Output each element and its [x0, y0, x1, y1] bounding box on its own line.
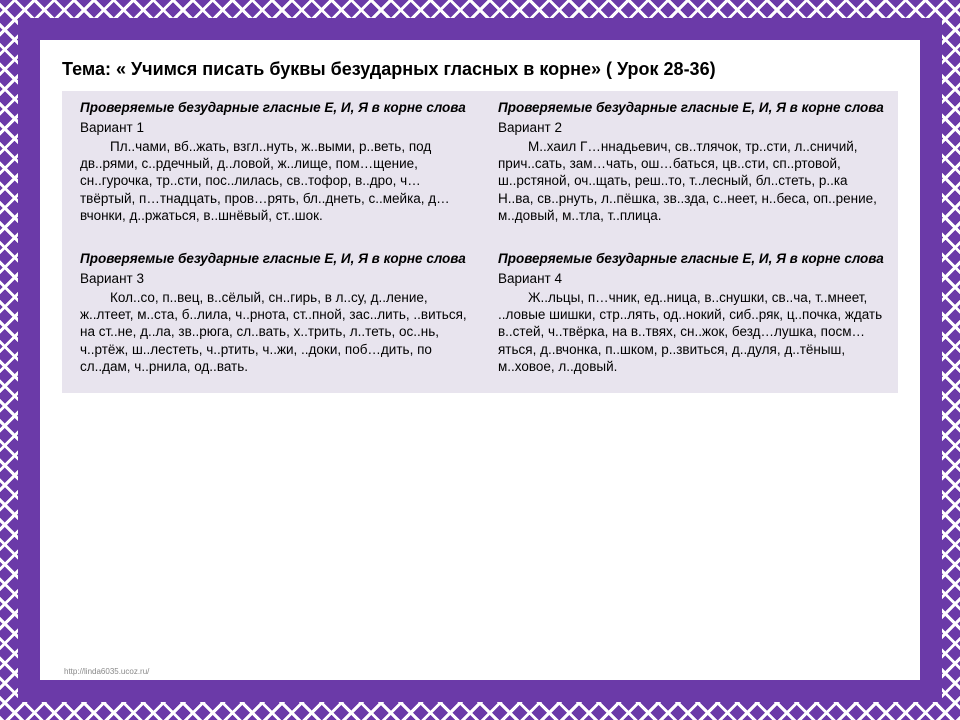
- variant-label: Вариант 2: [498, 119, 886, 136]
- variant-label: Вариант 1: [80, 119, 468, 136]
- cell-header: Проверяемые безударные гласные Е, И, Я в…: [498, 250, 886, 267]
- cell-body: Кол..со, п..вец, в..сёлый, сн..гирь, в л…: [80, 289, 468, 375]
- cell-body: М..хаил Г…ннадьевич, св..тлячок, тр..сти…: [498, 138, 886, 224]
- cell-variant-2: Проверяемые безударные гласные Е, И, Я в…: [480, 91, 898, 242]
- cell-variant-3: Проверяемые безударные гласные Е, И, Я в…: [62, 242, 480, 393]
- variant-label: Вариант 3: [80, 270, 468, 287]
- cell-variant-1: Проверяемые безударные гласные Е, И, Я в…: [62, 91, 480, 242]
- variant-label: Вариант 4: [498, 270, 886, 287]
- footer-url: http://linda6035.ucoz.ru/: [64, 667, 149, 676]
- cell-variant-4: Проверяемые безударные гласные Е, И, Я в…: [480, 242, 898, 393]
- cell-header: Проверяемые безударные гласные Е, И, Я в…: [80, 250, 468, 267]
- cell-header: Проверяемые безударные гласные Е, И, Я в…: [498, 99, 886, 116]
- cell-header: Проверяемые безударные гласные Е, И, Я в…: [80, 99, 468, 116]
- cell-body: Ж..льцы, п…чник, ед..ница, в..снушки, св…: [498, 289, 886, 375]
- slide: Тема: « Учимся писать буквы безударных г…: [40, 40, 920, 680]
- cell-body: Пл..чами, вб..жать, взгл..нуть, ж..выми,…: [80, 138, 468, 224]
- worksheet-grid: Проверяемые безударные гласные Е, И, Я в…: [62, 91, 898, 393]
- slide-title: Тема: « Учимся писать буквы безударных г…: [62, 58, 898, 81]
